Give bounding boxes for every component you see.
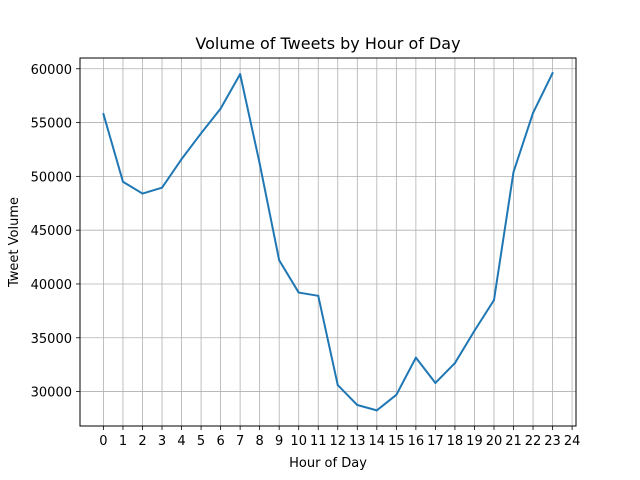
data-point: [551, 72, 554, 75]
x-axis-title: Hour of Day: [289, 456, 367, 471]
x-tick-label: 5: [197, 434, 205, 449]
series-layer: [102, 72, 554, 412]
data-point: [453, 362, 456, 365]
x-tick-label: 10: [290, 434, 307, 449]
x-tick-label: 1: [119, 434, 127, 449]
x-tick-label: 21: [505, 434, 522, 449]
series-line: [102, 72, 554, 412]
x-tick-label: 18: [447, 434, 464, 449]
x-tick-label: 7: [236, 434, 244, 449]
x-tick-label: 19: [466, 434, 483, 449]
x-tick-label: 3: [158, 434, 166, 449]
x-tick-label: 14: [369, 434, 386, 449]
x-tick-label: 15: [388, 434, 405, 449]
data-point: [336, 384, 339, 387]
data-point: [239, 73, 242, 76]
y-tick-label: 45000: [31, 224, 72, 239]
data-point: [102, 112, 105, 115]
x-tick-label: 24: [564, 434, 581, 449]
data-point: [395, 393, 398, 396]
x-tick-label: 17: [427, 434, 444, 449]
data-point: [161, 186, 164, 189]
data-point: [473, 329, 476, 332]
x-tick-label: 2: [138, 434, 146, 449]
data-point: [297, 291, 300, 294]
chart-title: Volume of Tweets by Hour of Day: [195, 34, 460, 53]
x-tick-label: 9: [275, 434, 283, 449]
y-tick-label: 30000: [31, 386, 72, 401]
x-tick-label: 23: [544, 434, 561, 449]
x-tick-label: 6: [216, 434, 224, 449]
x-tick-label: 13: [349, 434, 366, 449]
y-axis-title: Tweet Volume: [7, 197, 22, 288]
x-tick-label: 22: [525, 434, 542, 449]
data-point: [121, 180, 124, 183]
x-tick-label: 11: [310, 434, 327, 449]
data-point: [141, 192, 144, 195]
data-point: [434, 381, 437, 384]
data-point: [258, 162, 261, 165]
plot-frame: [79, 57, 577, 427]
y-tick-label: 40000: [31, 278, 72, 293]
data-point: [278, 259, 281, 262]
data-point: [356, 404, 359, 407]
y-tick-label: 55000: [31, 117, 72, 132]
x-tick-label: 4: [177, 434, 185, 449]
y-tick-label: 60000: [31, 63, 72, 78]
data-point: [512, 171, 515, 174]
x-tick-label: 8: [256, 434, 264, 449]
data-point: [180, 158, 183, 161]
data-point: [414, 356, 417, 359]
grid: [80, 58, 576, 426]
data-point: [317, 294, 320, 297]
x-tick-label: 0: [99, 434, 107, 449]
data-point: [492, 299, 495, 302]
data-point: [532, 111, 535, 114]
data-point: [375, 409, 378, 412]
data-point: [219, 107, 222, 110]
y-tick-label: 50000: [31, 170, 72, 185]
data-point: [200, 132, 203, 135]
x-tick-label: 16: [408, 434, 425, 449]
y-tick-label: 35000: [31, 332, 72, 347]
axis-ticks: 0 1 2 3 4 5 6 7 8 9 10 11 12 13 14 15 16 17 18 19 20 21 22 23 24…: [31, 63, 581, 449]
x-tick-label: 20: [486, 434, 503, 449]
x-tick-label: 12: [329, 434, 346, 449]
